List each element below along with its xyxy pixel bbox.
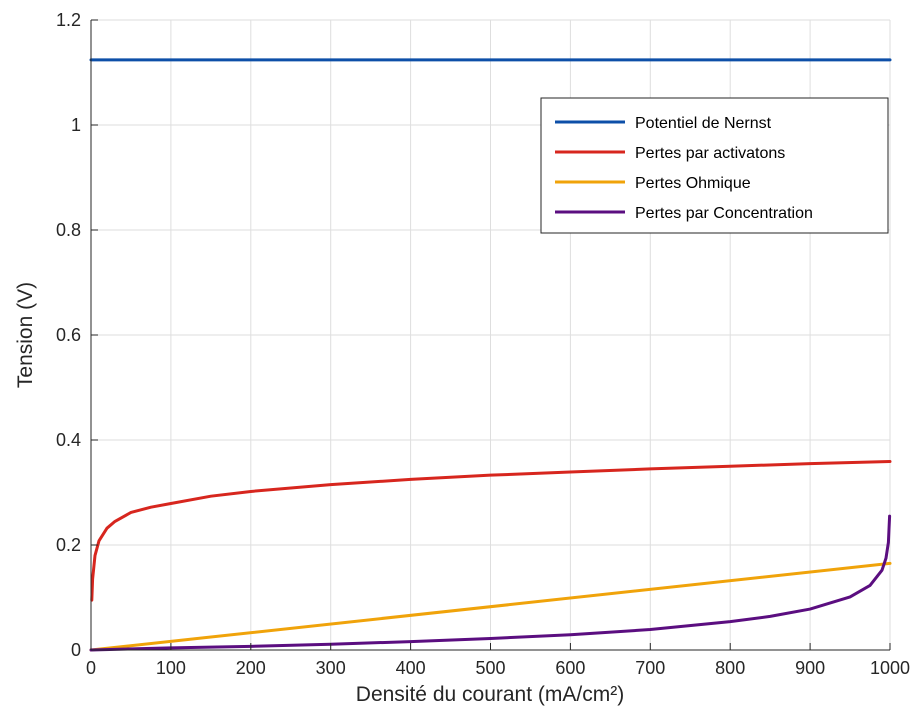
y-axis-label: Tension (V) (14, 282, 37, 388)
y-tick-label: 0 (71, 640, 81, 660)
y-tick-label: 1 (71, 115, 81, 135)
x-tick-label: 100 (156, 658, 186, 678)
y-tick-label: 0.8 (56, 220, 81, 240)
tick-labels: 0 100 200 300 400 500 600 700 800 900 1000 0 0.2 0.4 0… (56, 10, 910, 678)
x-tick-label: 900 (795, 658, 825, 678)
legend-label-3: Pertes Ohmique (635, 175, 751, 192)
axes (90, 19, 891, 651)
series-line-3 (89, 561, 892, 652)
x-axis-label: Densité du courant (mA/cm²) (356, 683, 624, 706)
x-tick-label: 600 (555, 658, 585, 678)
series-layer (89, 58, 892, 652)
x-tick-label: 700 (635, 658, 665, 678)
x-tick-label: 400 (396, 658, 426, 678)
legend: Potentiel de Nernst Pertes par activatons… (540, 97, 889, 234)
series-line-4 (89, 514, 892, 652)
y-tick-label: 0.6 (56, 325, 81, 345)
x-tick-label: 0 (86, 658, 96, 678)
x-tick-label: 300 (316, 658, 346, 678)
legend-label-2: Pertes par activatons (635, 145, 785, 162)
y-tick-label: 0.2 (56, 535, 81, 555)
legend-label-1: Potentiel de Nernst (635, 115, 772, 132)
x-tick-label: 800 (715, 658, 745, 678)
x-tick-label: 500 (475, 658, 505, 678)
y-tick-label: 1.2 (56, 10, 81, 30)
x-tick-label: 200 (236, 658, 266, 678)
series-line-2 (90, 460, 892, 602)
legend-label-4: Pertes par Concentration (635, 205, 813, 222)
y-tick-label: 0.4 (56, 430, 81, 450)
x-tick-label: 1000 (870, 658, 910, 678)
